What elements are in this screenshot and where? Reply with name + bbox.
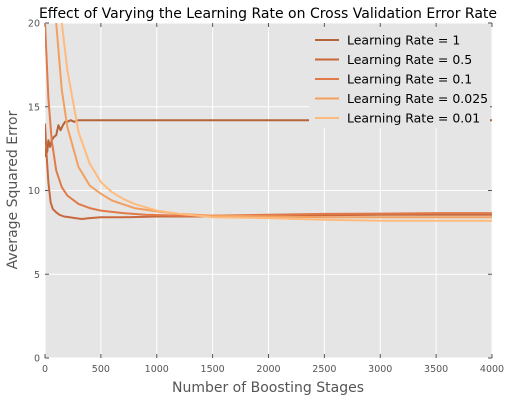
x-tick-label: 3500	[424, 364, 448, 375]
legend-label-4: Learning Rate = 0.025	[347, 91, 488, 106]
legend-box	[309, 28, 490, 128]
x-tick-label: 2000	[256, 364, 280, 375]
x-tick-label: 0	[42, 364, 48, 375]
legend: Learning Rate = 1 Learning Rate = 0.5 Lear…	[309, 28, 490, 128]
legend-label-1: Learning Rate = 1	[347, 33, 460, 48]
legend-label-2: Learning Rate = 0.5	[347, 52, 472, 67]
x-tick-label: 4000	[480, 364, 504, 375]
y-tick-label: 10	[28, 186, 40, 197]
series-line-4	[55, 23, 492, 219]
y-axis-label: Average Squared Error	[5, 110, 21, 269]
x-tick-label: 3000	[368, 364, 392, 375]
x-tick-label: 1000	[145, 364, 169, 375]
x-tick-label: 2500	[312, 364, 336, 375]
series-line-1	[45, 119, 492, 158]
x-tick-label: 1500	[201, 364, 225, 375]
x-axis-label: Number of Boosting Stages	[172, 380, 364, 396]
series-line-3	[45, 23, 492, 217]
y-tick-label: 20	[28, 19, 40, 30]
chart-title: Effect of Varying the Learning Rate on C…	[39, 6, 497, 22]
y-tick-label: 0	[34, 354, 40, 365]
series-lines	[45, 23, 492, 222]
series-line-5	[60, 23, 492, 222]
x-tick-label: 500	[92, 364, 110, 375]
legend-label-5: Learning Rate = 0.01	[347, 111, 480, 126]
legend-label-3: Learning Rate = 0.1	[347, 72, 472, 87]
y-tick-label: 15	[28, 102, 40, 113]
y-tick-label: 5	[34, 270, 40, 281]
ticks: 0 500 1000 1500 2000 2500 3000 3500 4000 0 5 10 15 20	[28, 19, 504, 376]
